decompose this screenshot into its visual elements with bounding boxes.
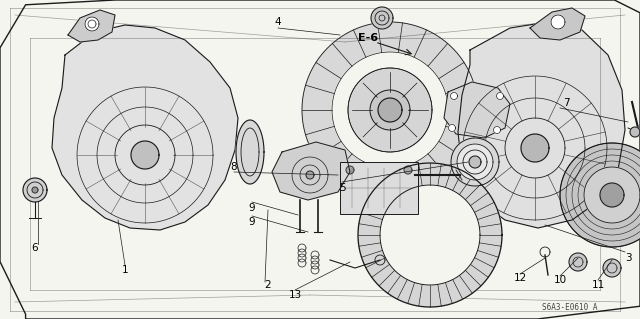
- Polygon shape: [444, 82, 510, 138]
- Polygon shape: [630, 127, 640, 137]
- Polygon shape: [569, 253, 587, 271]
- Polygon shape: [346, 166, 354, 174]
- Polygon shape: [530, 8, 585, 40]
- Text: 5: 5: [339, 183, 346, 193]
- Polygon shape: [370, 90, 410, 130]
- Polygon shape: [85, 17, 99, 31]
- Polygon shape: [469, 156, 481, 168]
- Text: E-6: E-6: [358, 33, 378, 43]
- Polygon shape: [23, 178, 47, 202]
- Polygon shape: [449, 124, 456, 131]
- Polygon shape: [306, 171, 314, 179]
- Polygon shape: [272, 142, 350, 200]
- Polygon shape: [236, 120, 264, 184]
- Polygon shape: [68, 10, 115, 42]
- Text: 1: 1: [122, 265, 128, 275]
- Polygon shape: [371, 7, 393, 29]
- Polygon shape: [497, 93, 504, 100]
- Text: 8: 8: [230, 162, 237, 172]
- Polygon shape: [378, 98, 402, 122]
- Polygon shape: [458, 22, 625, 228]
- Polygon shape: [358, 163, 502, 307]
- Text: S6A3-E0610 A: S6A3-E0610 A: [542, 303, 598, 313]
- Polygon shape: [451, 138, 499, 186]
- Polygon shape: [493, 127, 500, 133]
- Text: 10: 10: [554, 275, 566, 285]
- Polygon shape: [131, 141, 159, 169]
- Text: 4: 4: [275, 17, 282, 27]
- Text: 9: 9: [249, 217, 255, 227]
- Polygon shape: [348, 68, 432, 152]
- Polygon shape: [332, 52, 448, 168]
- Polygon shape: [600, 183, 624, 207]
- Polygon shape: [380, 185, 480, 285]
- Polygon shape: [404, 166, 412, 174]
- Polygon shape: [603, 259, 621, 277]
- Polygon shape: [52, 25, 238, 230]
- Text: 2: 2: [265, 280, 271, 290]
- Polygon shape: [560, 143, 640, 247]
- Polygon shape: [302, 22, 478, 198]
- Text: 11: 11: [591, 280, 605, 290]
- Text: 3: 3: [625, 253, 631, 263]
- Text: 6: 6: [32, 243, 38, 253]
- Polygon shape: [551, 15, 565, 29]
- Text: 13: 13: [289, 290, 301, 300]
- Polygon shape: [451, 93, 458, 100]
- Text: 12: 12: [513, 273, 527, 283]
- Polygon shape: [584, 167, 640, 223]
- Text: 9: 9: [249, 203, 255, 213]
- Polygon shape: [457, 144, 493, 180]
- Polygon shape: [521, 134, 549, 162]
- Text: 7: 7: [563, 98, 570, 108]
- Polygon shape: [32, 187, 38, 193]
- FancyBboxPatch shape: [340, 162, 418, 214]
